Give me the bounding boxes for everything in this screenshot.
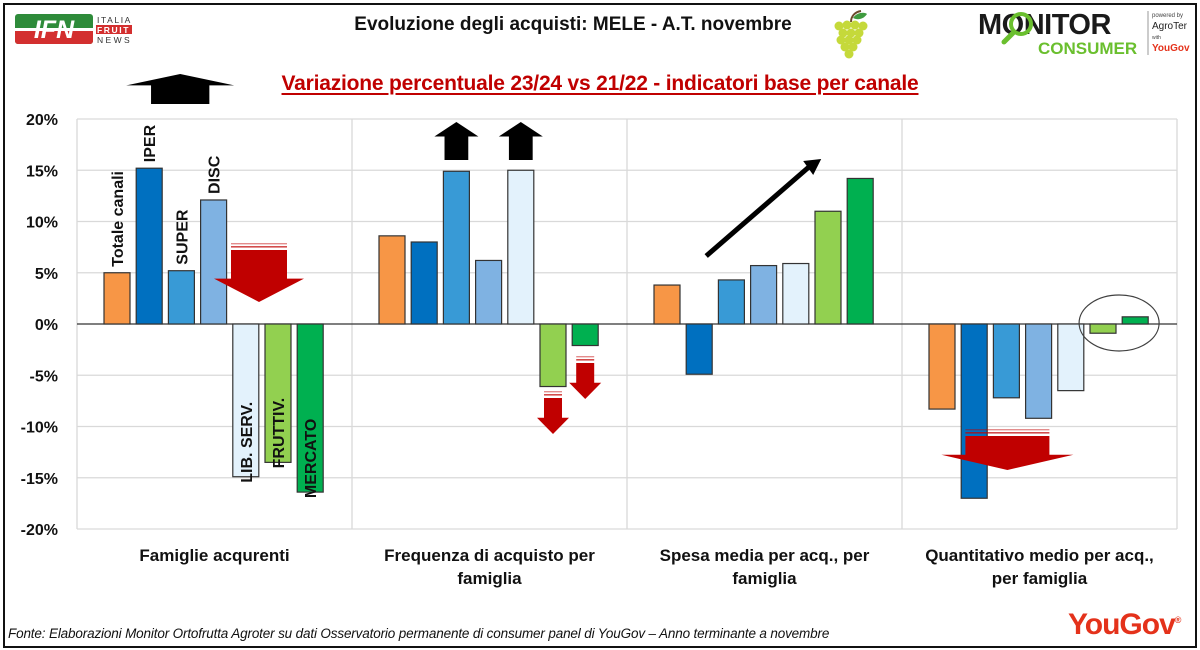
bar xyxy=(992,323,1021,399)
y-axis-tick-labels: 20% 15% 10% 5% 0% -5% -10% -15% -20% xyxy=(21,112,58,539)
yougov-registered-mark: ® xyxy=(1174,615,1182,625)
bar xyxy=(653,284,681,325)
y-tick-label: -20% xyxy=(21,522,58,539)
chart-subtitle: Variazione percentuale 23/24 vs 21/22 - … xyxy=(0,72,1200,96)
y-tick-label: 15% xyxy=(26,163,58,180)
y-tick-label: 20% xyxy=(26,112,58,129)
series-label: SUPER xyxy=(174,209,191,265)
category-label: Frequenza di acquisto per xyxy=(384,546,595,565)
x-axis-category-labels: Famiglie acqurenti Frequenza di acquisto … xyxy=(139,546,1153,588)
arrow-stripe xyxy=(576,359,595,361)
page-title: Evoluzione degli acquisti: MELE - A.T. n… xyxy=(0,14,1200,36)
ifn-logo-line3: NEWS xyxy=(97,35,132,45)
yougov-small-text: YouGov xyxy=(1152,43,1190,54)
bar xyxy=(232,323,260,478)
series-label: IPER xyxy=(142,124,159,162)
bar xyxy=(1057,323,1085,392)
bar xyxy=(1121,316,1149,325)
yougov-logo-text: YouGov xyxy=(1068,608,1176,641)
bar xyxy=(928,323,956,410)
page-title-text: Evoluzione degli acquisti: MELE - A.T. n… xyxy=(354,14,792,35)
arrow-stripe xyxy=(231,246,287,248)
y-tick-label: -15% xyxy=(21,471,58,488)
category-label: Quantitativo medio per acq., xyxy=(925,546,1154,565)
arrow-down-icon xyxy=(941,436,1074,470)
bar xyxy=(410,241,438,325)
powered-by-text: powered by xyxy=(1152,13,1183,19)
chart-subtitle-text: Variazione percentuale 23/24 vs 21/22 - … xyxy=(281,72,919,95)
category-label: Famiglie acqurenti xyxy=(139,546,289,565)
arrow-up-icon xyxy=(434,122,479,160)
trend-arrow-head-icon xyxy=(803,159,822,175)
trend-arrow-line xyxy=(704,163,813,258)
bar xyxy=(539,323,567,388)
arrow-down-icon xyxy=(537,398,569,434)
bar xyxy=(200,199,228,325)
bar xyxy=(167,270,195,325)
arrow-stripe xyxy=(231,243,287,245)
monitor-consumer-logo: MONITOR CONSUMER powered by AgroTer with… xyxy=(978,9,1190,58)
bar xyxy=(960,323,988,499)
series-label: DISC xyxy=(207,155,224,194)
arrow-up-icon xyxy=(126,74,235,104)
arrow-stripe xyxy=(965,429,1050,431)
arrow-down-icon xyxy=(569,363,602,399)
category-label: per famiglia xyxy=(992,569,1088,588)
category-label: famiglia xyxy=(457,569,522,588)
source-note: Fonte: Elaborazioni Monitor Ortofrutta A… xyxy=(8,626,830,641)
y-tick-label: -5% xyxy=(30,368,58,385)
ifn-logo-line2: FRUIT xyxy=(97,25,130,35)
bar xyxy=(378,235,406,325)
bar xyxy=(135,167,163,325)
bar xyxy=(103,272,131,325)
category-label: Spesa media per acq., per xyxy=(660,546,870,565)
bar xyxy=(475,259,503,325)
ifn-logo-line1: ITALIA xyxy=(97,15,132,25)
grapes-icon xyxy=(834,10,868,59)
series-label: FRUTTIV. xyxy=(271,398,288,469)
arrow-stripe xyxy=(544,391,562,393)
arrow-stripe xyxy=(965,432,1050,434)
arrow-up-icon xyxy=(498,122,543,160)
bar-series-labels: Totale canali IPER SUPER DISC LIB. SERV. FRUT… xyxy=(110,124,320,498)
series-label: MERCATO xyxy=(303,419,320,498)
bar xyxy=(1089,323,1117,334)
y-tick-label: 0% xyxy=(35,317,58,334)
category-label: famiglia xyxy=(732,569,797,588)
bar xyxy=(685,323,713,375)
arrow-down-icon xyxy=(214,250,304,302)
bar xyxy=(846,177,874,325)
series-label: LIB. SERV. xyxy=(239,402,256,483)
agroter-text: AgroTer xyxy=(1152,21,1188,32)
arrow-stripe xyxy=(576,356,595,358)
bar xyxy=(571,323,599,347)
bar xyxy=(782,262,810,325)
bar xyxy=(814,210,842,325)
bar xyxy=(442,170,470,325)
bar xyxy=(1024,323,1053,419)
y-tick-label: -10% xyxy=(21,420,58,437)
ifn-logo-text: IFN xyxy=(34,16,75,44)
y-tick-label: 5% xyxy=(35,266,58,283)
highlight-ellipse xyxy=(1078,294,1160,352)
bar xyxy=(264,323,292,463)
yougov-logo: YouGov® xyxy=(1068,608,1181,642)
consumer-logo-text: CONSUMER xyxy=(1038,39,1137,58)
bar-chart: 20% 15% 10% 5% 0% -5% -10% -15% -20% Totale cana… xyxy=(21,74,1178,588)
monitor-logo-text: MONITOR xyxy=(978,9,1111,41)
bar xyxy=(717,279,746,325)
bars xyxy=(103,167,1149,499)
italia-fruit-news-logo: IFN ITALIA FRUIT NEWS xyxy=(15,14,132,45)
with-text: with xyxy=(1152,35,1161,41)
bar xyxy=(749,264,778,325)
arrow-stripe xyxy=(544,394,562,396)
bar xyxy=(507,169,535,325)
y-tick-label: 10% xyxy=(26,215,58,232)
bar xyxy=(296,323,324,493)
annotations xyxy=(126,74,1160,470)
series-label: Totale canali xyxy=(110,171,127,267)
